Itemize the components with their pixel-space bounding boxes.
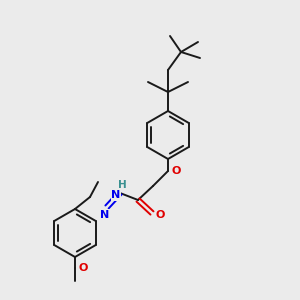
Text: H: H: [118, 180, 126, 190]
Text: N: N: [111, 190, 121, 200]
Text: O: O: [171, 166, 181, 176]
Text: N: N: [100, 210, 109, 220]
Text: O: O: [78, 263, 88, 273]
Text: O: O: [155, 210, 165, 220]
